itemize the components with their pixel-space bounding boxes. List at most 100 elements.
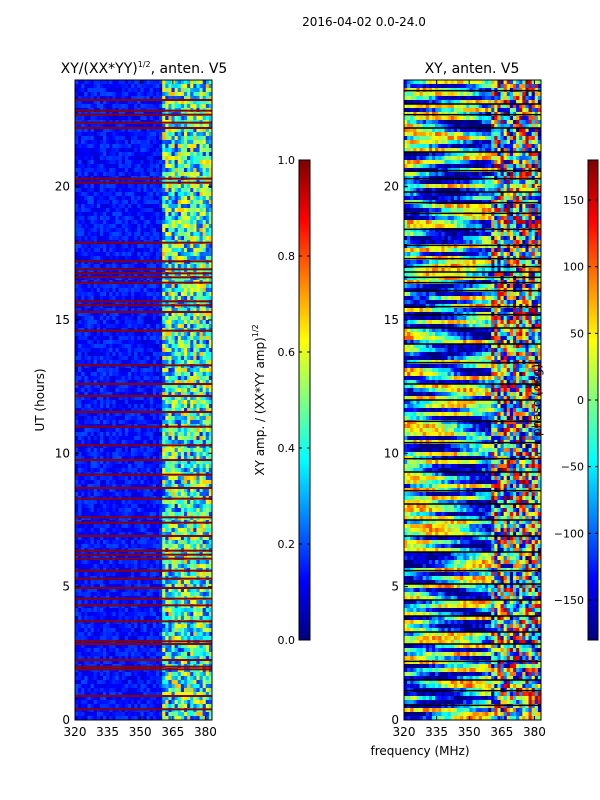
amp-cell bbox=[155, 408, 160, 413]
amp-cell bbox=[124, 236, 129, 241]
amp-cell bbox=[183, 344, 188, 349]
amp-cell bbox=[81, 416, 85, 421]
amp-cell bbox=[124, 164, 129, 169]
amp-cell bbox=[155, 88, 160, 93]
amp-cell bbox=[75, 372, 79, 377]
amp-cell bbox=[106, 340, 110, 345]
amp-cell bbox=[174, 140, 179, 145]
amp-cell bbox=[199, 504, 204, 509]
amp-cell bbox=[165, 156, 169, 161]
amp-cell bbox=[149, 124, 154, 129]
amp-cell bbox=[165, 452, 169, 457]
amp-cell bbox=[124, 140, 129, 145]
amp-cell bbox=[183, 80, 188, 85]
amp-cell bbox=[165, 284, 169, 289]
amp-cell bbox=[115, 416, 119, 421]
amp-cell bbox=[87, 220, 91, 225]
amp-cell bbox=[106, 500, 110, 505]
amp-cell bbox=[199, 128, 204, 133]
amp-cell bbox=[75, 476, 79, 481]
amp-cell bbox=[81, 420, 85, 425]
amp-cell bbox=[90, 88, 95, 93]
amp-cell bbox=[171, 352, 176, 357]
amp-cell bbox=[84, 80, 88, 85]
amp-cell bbox=[134, 104, 138, 109]
amp-cell bbox=[165, 256, 169, 261]
amp-cell bbox=[183, 256, 188, 261]
amp-cell bbox=[90, 456, 95, 461]
amp-cell bbox=[87, 404, 91, 409]
amp-cell bbox=[81, 356, 85, 361]
amp-cell bbox=[159, 148, 163, 153]
amp-cell bbox=[134, 244, 138, 249]
amp-cell bbox=[152, 88, 157, 93]
amp-cell bbox=[199, 420, 204, 425]
amp-cell bbox=[155, 504, 160, 509]
amp-cell bbox=[183, 480, 188, 485]
amp-cell bbox=[208, 456, 213, 461]
amp-cell bbox=[193, 348, 197, 353]
amp-cell bbox=[159, 256, 163, 261]
amp-cell bbox=[146, 140, 151, 145]
amp-cell bbox=[183, 132, 188, 137]
amp-cell bbox=[187, 296, 191, 301]
amp-cell bbox=[99, 380, 104, 385]
amp-cell bbox=[165, 192, 169, 197]
amp-cell bbox=[84, 324, 88, 329]
amp-cell bbox=[106, 288, 110, 293]
amp-cell bbox=[109, 468, 113, 473]
amp-cell bbox=[115, 252, 119, 257]
amp-cell bbox=[174, 288, 179, 293]
amp-cell bbox=[193, 128, 197, 133]
amp-cell bbox=[140, 208, 144, 213]
amp-cell bbox=[190, 156, 194, 161]
amp-cell bbox=[180, 392, 185, 397]
amp-cell bbox=[149, 128, 154, 133]
amp-cell bbox=[187, 316, 191, 321]
amp-cell bbox=[78, 524, 82, 529]
amp-cell bbox=[118, 480, 123, 485]
amp-cell bbox=[199, 360, 204, 365]
amp-cell bbox=[183, 152, 188, 157]
amp-cell bbox=[103, 460, 107, 465]
amp-cell bbox=[93, 292, 98, 297]
amp-cell bbox=[118, 344, 123, 349]
amp-cell bbox=[168, 464, 172, 469]
amp-cell bbox=[124, 388, 129, 393]
amp-cell bbox=[84, 132, 88, 137]
amp-cell bbox=[121, 200, 126, 205]
amp-cell bbox=[171, 432, 176, 437]
amp-cell bbox=[84, 376, 88, 381]
amp-cell bbox=[177, 432, 182, 437]
amp-cell bbox=[121, 448, 126, 453]
amp-cell bbox=[159, 372, 163, 377]
amp-cell bbox=[131, 524, 135, 529]
amp-cell bbox=[146, 476, 151, 481]
amp-cell bbox=[205, 452, 210, 457]
amp-cell bbox=[93, 372, 98, 377]
amp-cell bbox=[106, 384, 110, 389]
amp-cell bbox=[106, 448, 110, 453]
amp-cell bbox=[208, 256, 213, 261]
amp-cell bbox=[96, 336, 101, 341]
amp-cell bbox=[99, 124, 104, 129]
amp-cell bbox=[103, 392, 107, 397]
amp-cell bbox=[90, 476, 95, 481]
amp-cell bbox=[96, 392, 101, 397]
amp-cell bbox=[190, 224, 194, 229]
amp-cell bbox=[152, 404, 157, 409]
amp-cell bbox=[199, 380, 204, 385]
amp-cell bbox=[171, 476, 176, 481]
amp-cell bbox=[81, 144, 85, 149]
amp-cell bbox=[168, 104, 172, 109]
amp-cell bbox=[106, 168, 110, 173]
amp-cell bbox=[137, 292, 141, 297]
amp-cell bbox=[96, 296, 101, 301]
amp-cell bbox=[159, 464, 163, 469]
amp-cell bbox=[140, 412, 144, 417]
amp-cell bbox=[193, 476, 197, 481]
amp-cell bbox=[124, 492, 129, 497]
amp-cell bbox=[168, 156, 172, 161]
amp-cell bbox=[146, 208, 151, 213]
amp-cell bbox=[75, 316, 79, 321]
